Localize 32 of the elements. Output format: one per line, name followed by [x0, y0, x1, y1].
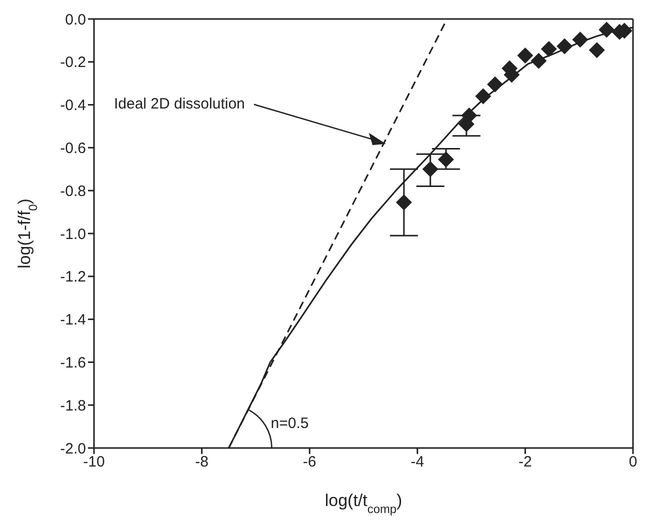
y-tick-label: -1.4: [60, 312, 86, 329]
y-tick-label: -0.8: [60, 182, 86, 200]
point: [588, 42, 605, 58]
x-tick-label: -10: [83, 454, 105, 471]
point: [540, 41, 557, 58]
point: [487, 76, 504, 92]
y-tick-label: -2.0: [60, 440, 86, 458]
annotation: n=0.5: [270, 415, 309, 432]
y-tick-label: -1.6: [60, 354, 86, 372]
y-tick-label: -0.6: [60, 140, 86, 158]
y-tick-label: 0.0: [65, 11, 86, 28]
x-axis-title: log(t/t$_{comp}$): [324, 491, 402, 516]
point: [572, 32, 588, 48]
y-tick-label: -1.8: [60, 397, 86, 414]
y-tick-label: -1.2: [60, 268, 86, 286]
point: [556, 38, 573, 54]
x-tick-label: -6: [302, 454, 316, 471]
point: [422, 161, 438, 178]
x-tick-label: 0: [628, 454, 638, 471]
x-tick-label: -4: [410, 454, 424, 471]
point: [530, 52, 547, 69]
point: [598, 22, 615, 38]
x-tick-label: -8: [195, 454, 208, 471]
annotation: Ideal 2D dissolution: [114, 95, 245, 112]
x-tick-label: -2: [518, 454, 532, 471]
point: [517, 47, 534, 64]
y-tick-label: -0.4: [60, 97, 86, 114]
point: [438, 151, 454, 168]
point: [475, 88, 492, 104]
y-tick-label: -0.2: [60, 54, 86, 72]
y-tick-label: -1.0: [60, 226, 86, 243]
point: [396, 194, 412, 210]
